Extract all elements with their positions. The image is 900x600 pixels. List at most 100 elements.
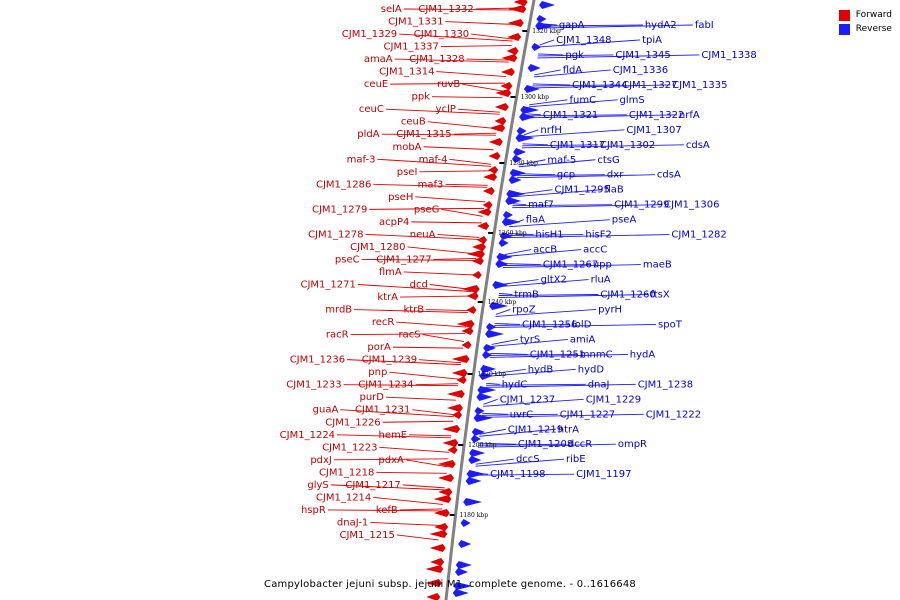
reverse-feature[interactable]	[479, 372, 493, 380]
reverse-gene-label[interactable]: CJM1_1327	[622, 80, 677, 91]
reverse-feature[interactable]	[460, 519, 471, 527]
reverse-feature[interactable]	[509, 169, 526, 177]
forward-feature[interactable]	[442, 439, 459, 447]
reverse-feature[interactable]	[486, 323, 497, 331]
forward-feature[interactable]	[461, 327, 474, 335]
reverse-gene-label[interactable]: fabI	[695, 20, 714, 31]
forward-gene-label[interactable]: CJM1_1315	[396, 129, 451, 140]
reverse-gene-label[interactable]: CJM1_1302	[600, 140, 655, 151]
reverse-feature[interactable]	[455, 561, 472, 569]
reverse-gene-label[interactable]: lolD	[572, 319, 592, 330]
forward-gene-label[interactable]: dnaJ-1	[337, 517, 368, 528]
forward-gene-label[interactable]: CJM1_1278	[308, 229, 363, 240]
reverse-gene-label[interactable]: hydA	[630, 349, 656, 360]
forward-gene-label[interactable]: hemE	[378, 430, 407, 441]
reverse-gene-label[interactable]: CJM1_1307	[626, 125, 681, 136]
forward-gene-label[interactable]: acpP4	[379, 217, 409, 228]
forward-gene-label[interactable]: kefB	[376, 505, 398, 516]
forward-feature[interactable]	[437, 460, 456, 468]
reverse-gene-label[interactable]: spoT	[658, 319, 683, 330]
reverse-gene-label[interactable]: tpiA	[642, 35, 662, 46]
reverse-feature[interactable]	[536, 15, 547, 23]
forward-feature[interactable]	[488, 152, 501, 160]
reverse-feature[interactable]	[473, 414, 493, 422]
reverse-gene-label[interactable]: rpoZ	[512, 304, 536, 315]
forward-feature[interactable]	[506, 47, 519, 55]
forward-feature[interactable]	[471, 271, 482, 279]
reverse-gene-label[interactable]: CJM1_1229	[586, 394, 641, 405]
reverse-gene-label[interactable]: flaB	[605, 185, 624, 196]
forward-gene-label[interactable]: flmA	[379, 267, 402, 278]
reverse-feature[interactable]	[505, 197, 522, 205]
reverse-gene-label[interactable]: dnaJ	[588, 379, 610, 390]
reverse-gene-label[interactable]: ctsG	[597, 155, 619, 166]
reverse-gene-label[interactable]: CJM1_1251	[530, 349, 585, 360]
reverse-gene-label[interactable]: CJM1_1336	[613, 65, 668, 76]
reverse-feature[interactable]	[453, 582, 473, 590]
forward-feature[interactable]	[494, 103, 509, 111]
reverse-gene-label[interactable]: CJM1_1322	[629, 110, 684, 121]
reverse-gene-label[interactable]: CJM1_1256	[522, 319, 577, 330]
forward-feature[interactable]	[429, 530, 448, 538]
reverse-gene-label[interactable]: hisH1	[535, 230, 563, 241]
forward-gene-label[interactable]: maf-3	[347, 154, 376, 165]
forward-feature[interactable]	[489, 124, 506, 132]
reverse-feature[interactable]	[483, 344, 497, 352]
reverse-gene-label[interactable]: nrfH	[540, 125, 562, 136]
reverse-feature[interactable]	[463, 498, 483, 506]
reverse-feature[interactable]	[489, 302, 509, 310]
forward-gene-label[interactable]: pdxA	[378, 455, 404, 466]
reverse-feature[interactable]	[477, 386, 497, 394]
reverse-gene-label[interactable]: hydA2	[645, 20, 677, 31]
reverse-feature[interactable]	[506, 190, 526, 198]
forward-gene-label[interactable]: mobA	[392, 142, 421, 153]
forward-feature[interactable]	[461, 341, 472, 349]
reverse-gene-label[interactable]: glmS	[620, 95, 645, 106]
forward-gene-label[interactable]: CJM1_1239	[362, 355, 417, 366]
forward-feature[interactable]	[438, 474, 455, 482]
forward-gene-label[interactable]: CJM1_1233	[286, 380, 341, 391]
reverse-gene-label[interactable]: tyrS	[520, 334, 540, 345]
reverse-gene-label[interactable]: htrA	[558, 424, 579, 435]
forward-gene-label[interactable]: ceuE	[364, 79, 388, 90]
reverse-gene-label[interactable]: maf7	[528, 200, 554, 211]
forward-feature[interactable]	[488, 166, 499, 174]
forward-gene-label[interactable]: CJM1_1214	[316, 492, 371, 503]
forward-gene-label[interactable]: pnp	[368, 367, 387, 378]
forward-feature[interactable]	[456, 320, 475, 328]
reverse-gene-label[interactable]: nrfA	[679, 110, 700, 121]
reverse-gene-label[interactable]: fumC	[570, 95, 597, 106]
reverse-feature[interactable]	[539, 1, 556, 9]
reverse-gene-label[interactable]: hydC	[502, 379, 528, 390]
reverse-gene-label[interactable]: pgk	[565, 50, 584, 61]
forward-feature[interactable]	[447, 446, 458, 454]
forward-feature[interactable]	[451, 369, 468, 377]
reverse-gene-label[interactable]: amiA	[570, 334, 596, 345]
forward-gene-label[interactable]: dcd	[410, 280, 428, 291]
reverse-feature[interactable]	[474, 407, 485, 415]
forward-gene-label[interactable]: CJM1_1224	[280, 430, 335, 441]
forward-gene-label[interactable]: CJM1_1337	[384, 42, 439, 53]
forward-gene-label[interactable]: CJM1_1236	[290, 355, 345, 366]
reverse-gene-label[interactable]: gapA	[559, 20, 585, 31]
forward-gene-label[interactable]: glyS	[307, 480, 328, 491]
forward-feature[interactable]	[429, 544, 446, 552]
reverse-gene-label[interactable]: trmB	[514, 290, 539, 301]
reverse-feature[interactable]	[519, 113, 536, 121]
reverse-gene-label[interactable]: ompR	[618, 439, 647, 450]
forward-feature[interactable]	[500, 68, 515, 76]
forward-gene-label[interactable]: CJM1_1280	[350, 242, 405, 253]
reverse-gene-label[interactable]: upp	[593, 260, 612, 271]
forward-feature[interactable]	[446, 390, 465, 398]
reverse-gene-label[interactable]: fldA	[563, 65, 583, 76]
forward-gene-label[interactable]: CJM1_1223	[322, 442, 377, 453]
reverse-gene-label[interactable]: ribE	[566, 454, 586, 465]
reverse-feature[interactable]	[492, 281, 509, 289]
forward-gene-label[interactable]: pseG	[414, 204, 439, 215]
forward-gene-label[interactable]: amaA	[364, 54, 393, 65]
forward-gene-label[interactable]: CJM1_1330	[414, 29, 469, 40]
forward-gene-label[interactable]: pldA	[357, 129, 379, 140]
forward-gene-label[interactable]: guaA	[313, 405, 339, 416]
reverse-gene-label[interactable]: gcp	[557, 170, 575, 181]
